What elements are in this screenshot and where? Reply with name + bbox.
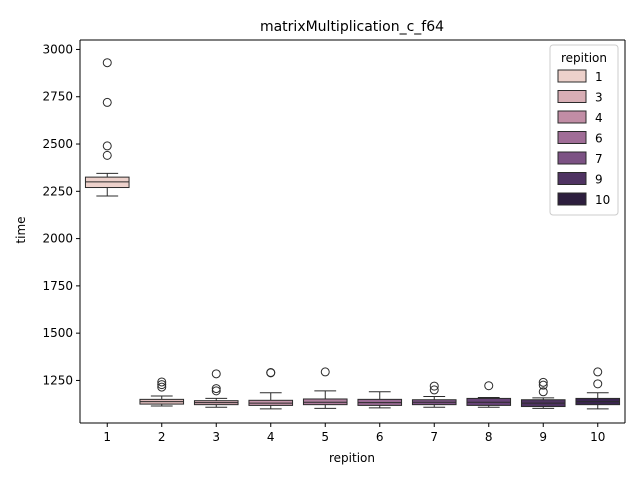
outlier-point — [102, 58, 112, 68]
box-group-8 — [466, 381, 512, 408]
outlier-point — [102, 141, 112, 151]
outlier-point — [102, 97, 112, 107]
outlier-point — [538, 387, 548, 397]
y-tick-label: 2750 — [42, 90, 73, 104]
legend-swatch — [557, 110, 587, 124]
outlier-point — [211, 384, 221, 394]
x-tick-label: 7 — [430, 430, 438, 444]
outlier-point — [538, 377, 548, 387]
box-group-1 — [84, 58, 130, 197]
legend-swatch — [557, 192, 587, 206]
legend-entry-label: 6 — [595, 132, 603, 146]
x-tick-label: 10 — [590, 430, 605, 444]
box-group-5 — [302, 367, 348, 409]
x-tick-label: 1 — [103, 430, 111, 444]
y-tick-label: 3000 — [42, 42, 73, 56]
outlier-point — [593, 379, 603, 389]
y-tick-label: 2000 — [42, 232, 73, 246]
box-group-2 — [139, 377, 185, 407]
chart-title: matrixMultiplication_c_f64 — [260, 19, 444, 35]
x-tick-label: 2 — [158, 430, 166, 444]
legend-swatch — [557, 151, 587, 165]
legend-entry-label: 9 — [595, 173, 603, 187]
legend-entry-label: 3 — [595, 91, 603, 105]
outlier-point — [538, 380, 548, 390]
x-tick-label: 8 — [485, 430, 493, 444]
box-group-4 — [248, 368, 294, 410]
outlier-point — [484, 381, 494, 391]
outlier-point — [266, 368, 276, 378]
x-tick-label: 6 — [376, 430, 384, 444]
legend-swatch — [557, 131, 587, 144]
legend-swatch — [557, 172, 587, 185]
outlier-point — [320, 367, 330, 377]
x-axis-label: repition — [329, 451, 375, 465]
outlier-point — [211, 369, 221, 379]
box-group-6 — [357, 391, 403, 409]
legend-entry-label: 10 — [595, 193, 610, 207]
outlier-point — [157, 382, 167, 392]
plot-area — [84, 58, 621, 410]
outlier-point — [429, 385, 439, 395]
axes: 1250 1500 1750 2000 2250 2500 2750 3000 1 2 3 4 5 6 7 8… — [42, 39, 626, 444]
box-group-7 — [411, 381, 457, 408]
box-group-10 — [575, 367, 621, 410]
legend-entry-label: 7 — [595, 152, 603, 166]
legend-swatch — [557, 69, 587, 83]
outlier-point — [157, 377, 167, 387]
y-axis-label: time — [14, 216, 28, 243]
legend: repition 1 3 4 6 7 9 10 — [549, 44, 619, 216]
x-tick-label: 5 — [321, 430, 329, 444]
y-tick-label: 2500 — [42, 137, 73, 151]
outlier-point — [429, 381, 439, 391]
y-tick-label: 1750 — [42, 279, 73, 293]
outlier-point — [102, 150, 112, 160]
legend-entry-label: 1 — [595, 70, 603, 84]
x-tick-label: 9 — [539, 430, 547, 444]
legend-title: repition — [561, 51, 607, 65]
x-tick-label: 3 — [212, 430, 220, 444]
outlier-point — [157, 380, 167, 390]
legend-swatch — [557, 90, 587, 103]
x-tick-label: 4 — [267, 430, 275, 444]
outlier-point — [593, 367, 603, 377]
y-tick-label: 1500 — [42, 326, 73, 340]
box-group-9 — [520, 377, 566, 409]
y-tick-label: 1250 — [42, 373, 73, 387]
legend-entry-label: 4 — [595, 111, 603, 125]
y-tick-label: 2250 — [42, 184, 73, 198]
box-group-3 — [193, 369, 239, 408]
outlier-point — [211, 386, 221, 396]
